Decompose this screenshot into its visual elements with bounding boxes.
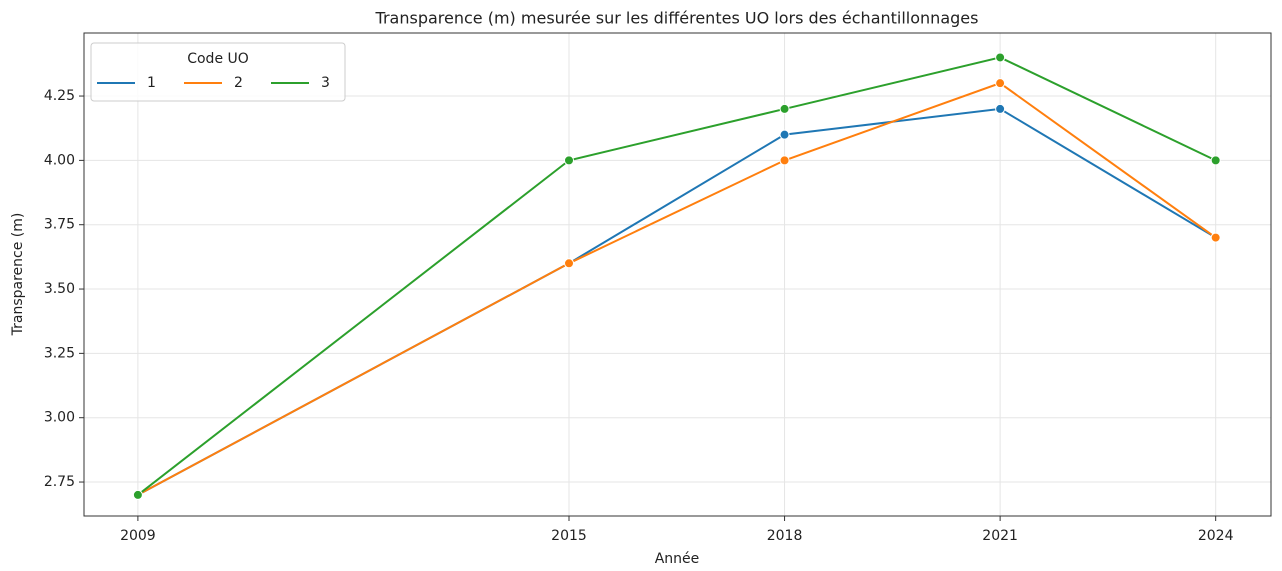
- x-tick-label: 2018: [767, 528, 803, 544]
- x-axis-label: Année: [655, 551, 700, 567]
- series-line: [137, 107, 1217, 496]
- y-tick-label: 3.50: [44, 281, 75, 297]
- y-tick-label: 3.75: [44, 217, 75, 233]
- y-tick-label: 4.25: [44, 88, 75, 104]
- y-tick-label: 3.00: [44, 410, 75, 426]
- chart-title: Transparence (m) mesurée sur les différe…: [375, 9, 979, 28]
- x-tick-label: 2021: [982, 528, 1018, 544]
- y-axis-label: Transparence (m): [10, 213, 26, 337]
- legend-title: Code UO: [187, 51, 249, 67]
- plot-frame: [83, 32, 1272, 517]
- point: [564, 258, 575, 269]
- point: [995, 78, 1006, 89]
- point: [1210, 155, 1221, 166]
- point: [564, 155, 575, 166]
- legend-label: 1: [147, 75, 156, 91]
- point: [779, 103, 790, 114]
- x-tick-label: 2015: [551, 528, 587, 544]
- point: [779, 129, 790, 140]
- x-tick-label: 2009: [120, 528, 156, 544]
- point: [132, 489, 143, 500]
- y-tick-label: 2.75: [44, 474, 75, 490]
- y-tick-label: 4.00: [44, 152, 75, 168]
- legend-label: 3: [321, 75, 330, 91]
- point: [1210, 232, 1221, 243]
- point: [995, 103, 1006, 114]
- x-tick-label: 2024: [1198, 528, 1234, 544]
- y-tick-label: 3.25: [44, 345, 75, 361]
- legend-label: 2: [234, 75, 243, 91]
- legend-box: [90, 42, 346, 102]
- point: [995, 52, 1006, 63]
- point: [779, 155, 790, 166]
- series-line: [137, 56, 1217, 496]
